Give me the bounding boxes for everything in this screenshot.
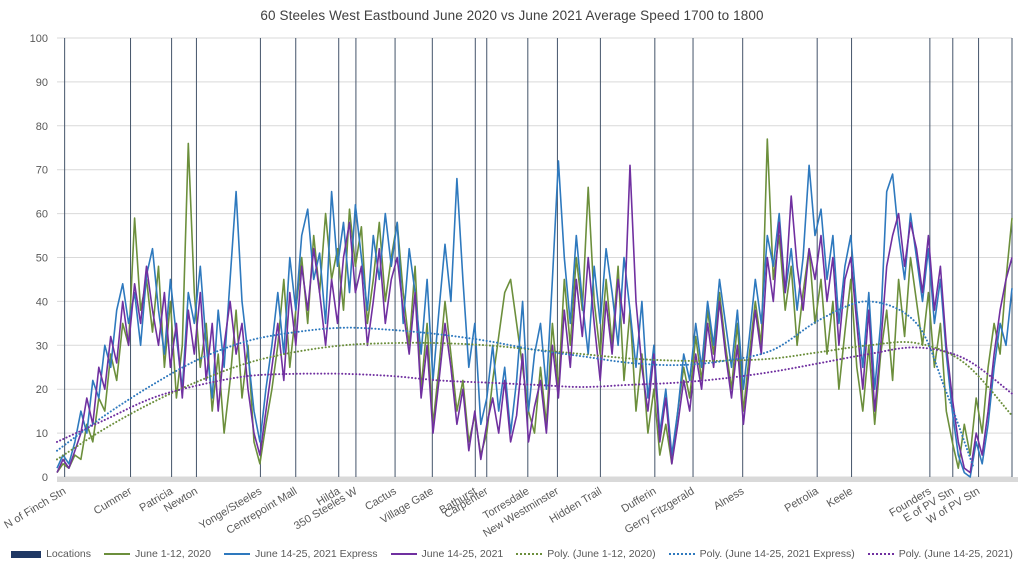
y-tick-label: 20 <box>36 384 48 396</box>
y-tick-label: 40 <box>36 296 48 308</box>
legend-swatch-bar <box>11 550 42 558</box>
legend-swatch-line <box>390 553 417 555</box>
legend-label: June 14-25, 2021 <box>421 548 504 560</box>
legend-item-6: Poly. (June 14-25, 2021) <box>867 548 1013 560</box>
legend-item-1: June 1-12, 2020 <box>104 548 211 560</box>
legend-swatch-dotted <box>867 553 894 555</box>
y-tick-label: 60 <box>36 209 48 221</box>
y-tick-label: 80 <box>36 121 48 133</box>
legend-label: Poly. (June 1-12, 2020) <box>547 548 656 560</box>
legend-label: Locations <box>46 548 92 560</box>
x-tick-label: Alness <box>712 485 747 513</box>
y-tick-label: 50 <box>36 253 48 265</box>
legend-item-0: Locations <box>11 548 91 560</box>
legend-swatch-line <box>223 553 250 555</box>
y-tick-label: 70 <box>36 165 48 177</box>
legend-swatch-line <box>104 553 131 555</box>
y-tick-label: 90 <box>36 77 48 89</box>
legend-item-2: June 14-25, 2021 Express <box>223 548 378 560</box>
chart-title: 60 Steeles West Eastbound June 2020 vs J… <box>260 8 764 23</box>
legend-label: Poly. (June 14-25, 2021) <box>898 548 1013 560</box>
legend-item-4: Poly. (June 1-12, 2020) <box>516 548 656 560</box>
legend-label: June 14-25, 2021 Express <box>254 548 378 560</box>
trend-line-4 <box>56 300 975 470</box>
trend-line-5 <box>56 346 1013 443</box>
legend: Locations June 1-12, 2020 June 14-25, 2021… <box>0 548 1024 560</box>
legend-label: June 1-12, 2020 <box>135 548 211 560</box>
series-line-0 <box>56 138 1013 474</box>
y-tick-label: 0 <box>42 472 48 484</box>
y-tick-label: 100 <box>30 33 48 45</box>
series-line-1 <box>56 160 1013 478</box>
y-tick-label: 30 <box>36 340 48 352</box>
x-tick-label: Cummer <box>92 485 135 517</box>
legend-swatch-dotted <box>668 553 695 555</box>
legend-item-3: June 14-25, 2021 <box>390 548 504 560</box>
x-tick-label: Keele <box>825 485 855 510</box>
x-axis-band <box>57 477 1018 482</box>
y-tick-label: 10 <box>36 428 48 440</box>
legend-label: Poly. (June 14-25, 2021 Express) <box>699 548 855 560</box>
legend-item-5: Poly. (June 14-25, 2021 Express) <box>668 548 855 560</box>
legend-swatch-dotted <box>516 553 543 555</box>
x-tick-label: Petrolia <box>783 485 822 515</box>
x-tick-label: Gerry Fitzgerald <box>623 485 697 536</box>
x-tick-label: N of Finch Stn <box>2 485 68 531</box>
